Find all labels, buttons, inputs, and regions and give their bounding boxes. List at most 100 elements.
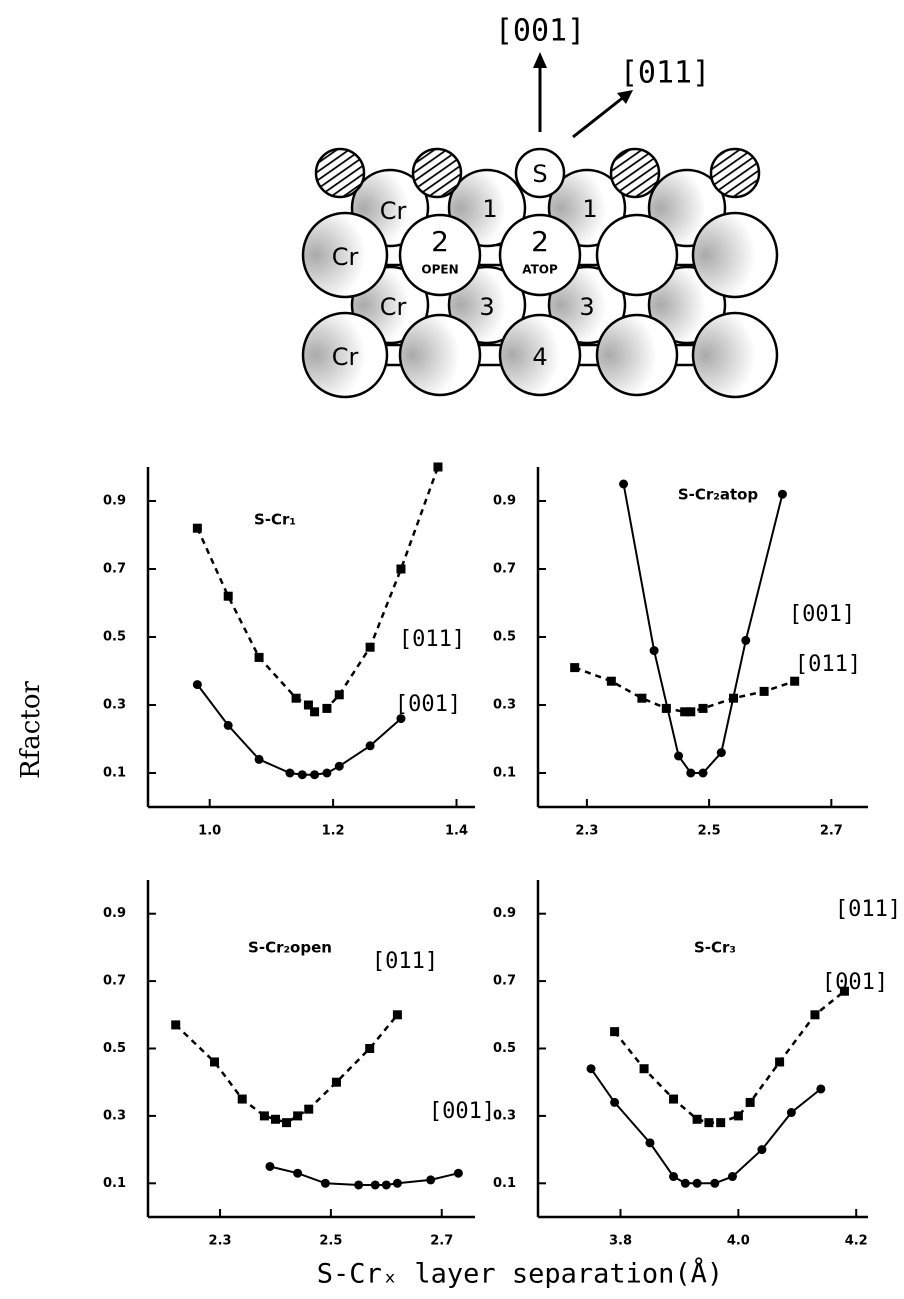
atom-label: 2 — [531, 225, 549, 258]
marker — [396, 714, 406, 724]
atom-label: 2 — [431, 225, 449, 258]
series-label: [001] — [395, 692, 461, 717]
marker — [637, 693, 647, 703]
marker — [759, 686, 769, 696]
arrow — [572, 94, 626, 139]
marker — [370, 1180, 380, 1190]
marker — [716, 748, 726, 758]
x-tick-label: 2.3 — [209, 1234, 232, 1249]
marker — [786, 1108, 796, 1118]
marker — [254, 754, 264, 764]
marker — [686, 707, 696, 717]
x-tick-label: 4.2 — [845, 1234, 868, 1249]
series-label: [011] — [399, 627, 465, 652]
marker — [334, 761, 344, 771]
marker — [692, 1114, 702, 1124]
marker — [293, 1111, 303, 1121]
direction-label: [001] — [495, 14, 585, 49]
marker — [322, 768, 332, 778]
marker — [810, 1010, 820, 1020]
direction-label: [011] — [620, 56, 710, 91]
marker — [741, 635, 751, 645]
x-tick-label: 1.2 — [322, 824, 345, 839]
marker — [282, 1118, 292, 1128]
y-tick-label: 0.7 — [493, 562, 516, 577]
marker — [392, 1178, 402, 1188]
marker — [674, 751, 684, 761]
x-tick-label: 2.5 — [319, 1234, 342, 1249]
marker — [426, 1175, 436, 1185]
series-label: [001] — [789, 602, 855, 627]
marker — [303, 700, 313, 710]
atom-label: ATOP — [522, 263, 558, 277]
x-axis-label: S-Crₓ layer separation(Å) — [317, 1258, 723, 1290]
atom-label: 4 — [532, 343, 547, 371]
panel: 0.1 0.3 0.5 0.7 0.9 2.3 2.5 2.7 S-Cr₂atop [011] [0… — [493, 467, 868, 839]
marker — [606, 676, 616, 686]
marker — [777, 489, 787, 499]
series-label: [011] — [835, 897, 901, 922]
marker — [570, 663, 580, 673]
panel: 0.1 0.3 0.5 0.7 0.9 2.3 2.5 2.7 S-Cr₂open [011] [0… — [103, 880, 495, 1249]
marker — [680, 1178, 690, 1188]
marker — [669, 1094, 679, 1104]
y-tick-label: 0.9 — [493, 906, 516, 921]
atom-label: S — [532, 160, 547, 188]
marker — [710, 1178, 720, 1188]
y-tick-label: 0.7 — [493, 974, 516, 989]
marker — [733, 1111, 743, 1121]
marker — [320, 1178, 330, 1188]
marker — [698, 703, 708, 713]
y-tick-label: 0.3 — [103, 1108, 126, 1123]
y-tick-label: 0.9 — [493, 494, 516, 509]
series-label: [001] — [429, 1099, 495, 1124]
marker — [645, 1138, 655, 1148]
arrowhead — [617, 90, 633, 104]
marker — [365, 1044, 375, 1053]
marker — [610, 1097, 620, 1107]
structure-diagram: [001] [011] S Cr Cr Cr Cr 1 1 2 2 OPEN A… — [301, 14, 779, 399]
panel-title: S-Cr₂atop — [678, 486, 759, 504]
atom-label: OPEN — [421, 263, 458, 277]
marker — [223, 720, 233, 730]
marker — [365, 642, 375, 652]
marker — [686, 768, 696, 778]
marker — [816, 1084, 826, 1094]
marker — [692, 1178, 702, 1188]
y-tick-label: 0.3 — [493, 698, 516, 713]
marker — [649, 646, 659, 656]
marker — [453, 1168, 463, 1178]
marker — [790, 676, 800, 686]
marker — [270, 1114, 280, 1124]
marker — [331, 1077, 341, 1087]
marker — [192, 680, 202, 690]
series-label: [011] — [372, 949, 438, 974]
marker — [839, 986, 849, 996]
y-tick-label: 0.7 — [103, 562, 126, 577]
y-tick-label: 0.3 — [103, 698, 126, 713]
atom-label: Cr — [332, 343, 359, 371]
x-tick-label: 4.0 — [727, 1234, 750, 1249]
atom-label: Cr — [380, 197, 407, 225]
x-tick-label: 2.3 — [575, 824, 598, 839]
marker — [223, 591, 233, 601]
y-tick-label: 0.7 — [103, 974, 126, 989]
y-tick-label: 0.9 — [103, 494, 126, 509]
marker — [293, 1168, 303, 1178]
series-line — [196, 683, 402, 776]
marker — [192, 523, 202, 533]
y-tick-label: 0.1 — [493, 766, 516, 781]
marker — [392, 1010, 402, 1020]
marker — [716, 1118, 726, 1128]
y-tick-label: 0.1 — [493, 1176, 516, 1191]
marker — [704, 1118, 714, 1128]
marker — [171, 1020, 181, 1030]
marker — [610, 1027, 620, 1037]
marker — [639, 1064, 649, 1074]
marker — [304, 1104, 314, 1114]
marker — [680, 707, 690, 717]
y-tick-label: 0.9 — [103, 906, 126, 921]
marker — [619, 479, 629, 489]
x-tick-label: 2.7 — [430, 1234, 453, 1249]
